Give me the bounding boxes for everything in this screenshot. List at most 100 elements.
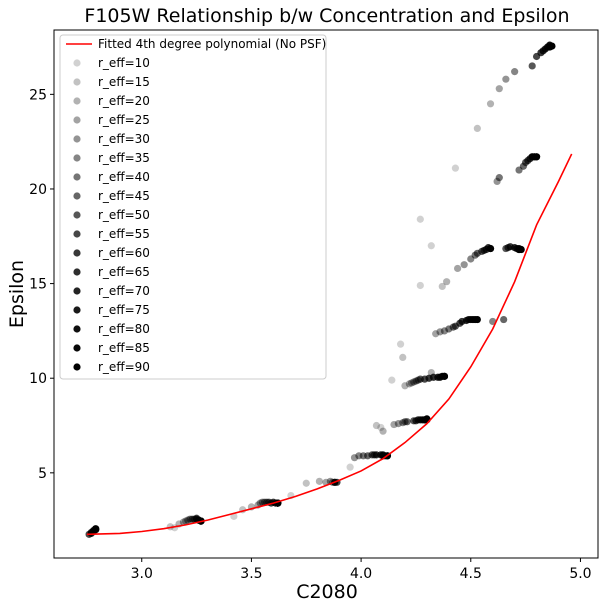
- legend-box: [59, 34, 327, 380]
- data-point: [532, 153, 541, 161]
- legend-marker: [73, 325, 81, 333]
- legend-marker: [73, 116, 81, 124]
- legend-marker: [73, 344, 81, 352]
- axes: 3.0 3.5 4.0 4.5 5.0 5 10 15 20 25: [29, 87, 591, 582]
- data-point: [473, 315, 481, 324]
- series-r_eff=30: [182, 75, 510, 525]
- data-point: [473, 124, 481, 133]
- data-point: [511, 68, 519, 76]
- y-axis-label: Epsilon: [6, 260, 28, 328]
- legend-marker: [73, 211, 81, 219]
- legend-label: r_eff=70: [98, 284, 150, 298]
- data-point: [416, 215, 424, 223]
- data-point: [427, 242, 435, 250]
- legend-marker: [73, 97, 81, 105]
- legend-label: r_eff=85: [98, 341, 150, 355]
- data-point: [92, 525, 100, 533]
- plot-area: [85, 41, 573, 538]
- data-point: [350, 454, 359, 462]
- data-point: [443, 278, 451, 286]
- data-point: [495, 174, 503, 182]
- data-point: [405, 380, 413, 388]
- data-point: [377, 423, 385, 432]
- y-tick-label: 10: [29, 371, 47, 387]
- legend-marker: [73, 230, 81, 238]
- legend-label: r_eff=65: [98, 265, 150, 279]
- data-point: [438, 282, 446, 291]
- series-r_eff=15: [166, 124, 481, 531]
- data-point: [548, 42, 556, 50]
- data-point: [379, 427, 387, 435]
- x-tick-label: 5.0: [569, 566, 591, 582]
- data-point: [440, 372, 449, 380]
- legend-label: r_eff=75: [98, 303, 150, 317]
- data-point: [495, 85, 503, 93]
- data-point: [403, 418, 411, 426]
- legend-marker: [73, 306, 81, 314]
- data-point: [396, 340, 405, 348]
- data-point: [399, 353, 407, 361]
- legend-marker: [73, 78, 81, 86]
- legend-marker: [73, 192, 81, 200]
- legend-label: r_eff=25: [98, 113, 150, 127]
- chart-title: F105W Relationship b/w Concentration and…: [84, 5, 569, 27]
- data-point: [388, 376, 396, 384]
- data-point: [372, 421, 381, 430]
- legend-label: r_eff=45: [98, 189, 150, 203]
- data-point: [179, 518, 188, 526]
- x-tick-label: 3.5: [240, 566, 262, 582]
- y-tick-label: 5: [38, 466, 47, 482]
- legend-label: r_eff=90: [98, 360, 150, 374]
- legend-marker: [73, 173, 81, 181]
- legend-label: Fitted 4th degree polynomial (No PSF): [98, 37, 326, 51]
- data-point: [486, 244, 495, 253]
- x-tick-label: 4.5: [460, 566, 482, 582]
- legend-marker: [73, 154, 81, 162]
- legend-marker: [73, 268, 81, 276]
- legend-label: r_eff=80: [98, 322, 150, 336]
- x-axis-label: C2080: [296, 581, 358, 603]
- data-point: [302, 479, 310, 487]
- data-point: [502, 75, 510, 83]
- data-point: [500, 315, 508, 324]
- data-point: [432, 330, 440, 338]
- legend-label: r_eff=35: [98, 151, 150, 165]
- legend-label: r_eff=40: [98, 170, 150, 184]
- legend-label: r_eff=20: [98, 94, 150, 108]
- legend-marker: [73, 59, 81, 67]
- legend-label: r_eff=55: [98, 227, 150, 241]
- y-tick-label: 15: [29, 277, 47, 293]
- data-point: [517, 245, 525, 254]
- data-point: [454, 264, 462, 273]
- legend-label: r_eff=30: [98, 132, 150, 146]
- data-point: [315, 477, 324, 485]
- legend-marker: [73, 249, 81, 257]
- legend-label: r_eff=50: [98, 208, 150, 222]
- data-point: [401, 382, 409, 390]
- y-tick-label: 25: [29, 87, 47, 103]
- data-point: [390, 420, 398, 429]
- data-point: [346, 463, 354, 471]
- data-point: [528, 62, 536, 70]
- data-point: [436, 328, 444, 336]
- legend-marker: [73, 135, 81, 143]
- legend: Fitted 4th degree polynomial (No PSF) r_e…: [59, 34, 327, 380]
- legend-marker: [73, 363, 81, 371]
- data-point: [394, 420, 402, 428]
- data-point: [416, 281, 424, 290]
- data-point: [451, 164, 460, 172]
- series-r_eff=25: [179, 85, 503, 526]
- fit-line: [86, 153, 573, 536]
- x-tick-label: 3.0: [131, 566, 153, 582]
- legend-label: r_eff=15: [98, 75, 150, 89]
- legend-label: r_eff=60: [98, 246, 150, 260]
- legend-marker: [73, 287, 81, 295]
- y-tick-label: 20: [29, 182, 47, 198]
- x-tick-label: 4.0: [350, 566, 372, 582]
- data-point: [460, 261, 468, 269]
- data-point: [486, 100, 495, 108]
- series-r_eff=20: [175, 100, 495, 528]
- legend-label: r_eff=10: [98, 56, 150, 70]
- plot-frame: [53, 29, 599, 559]
